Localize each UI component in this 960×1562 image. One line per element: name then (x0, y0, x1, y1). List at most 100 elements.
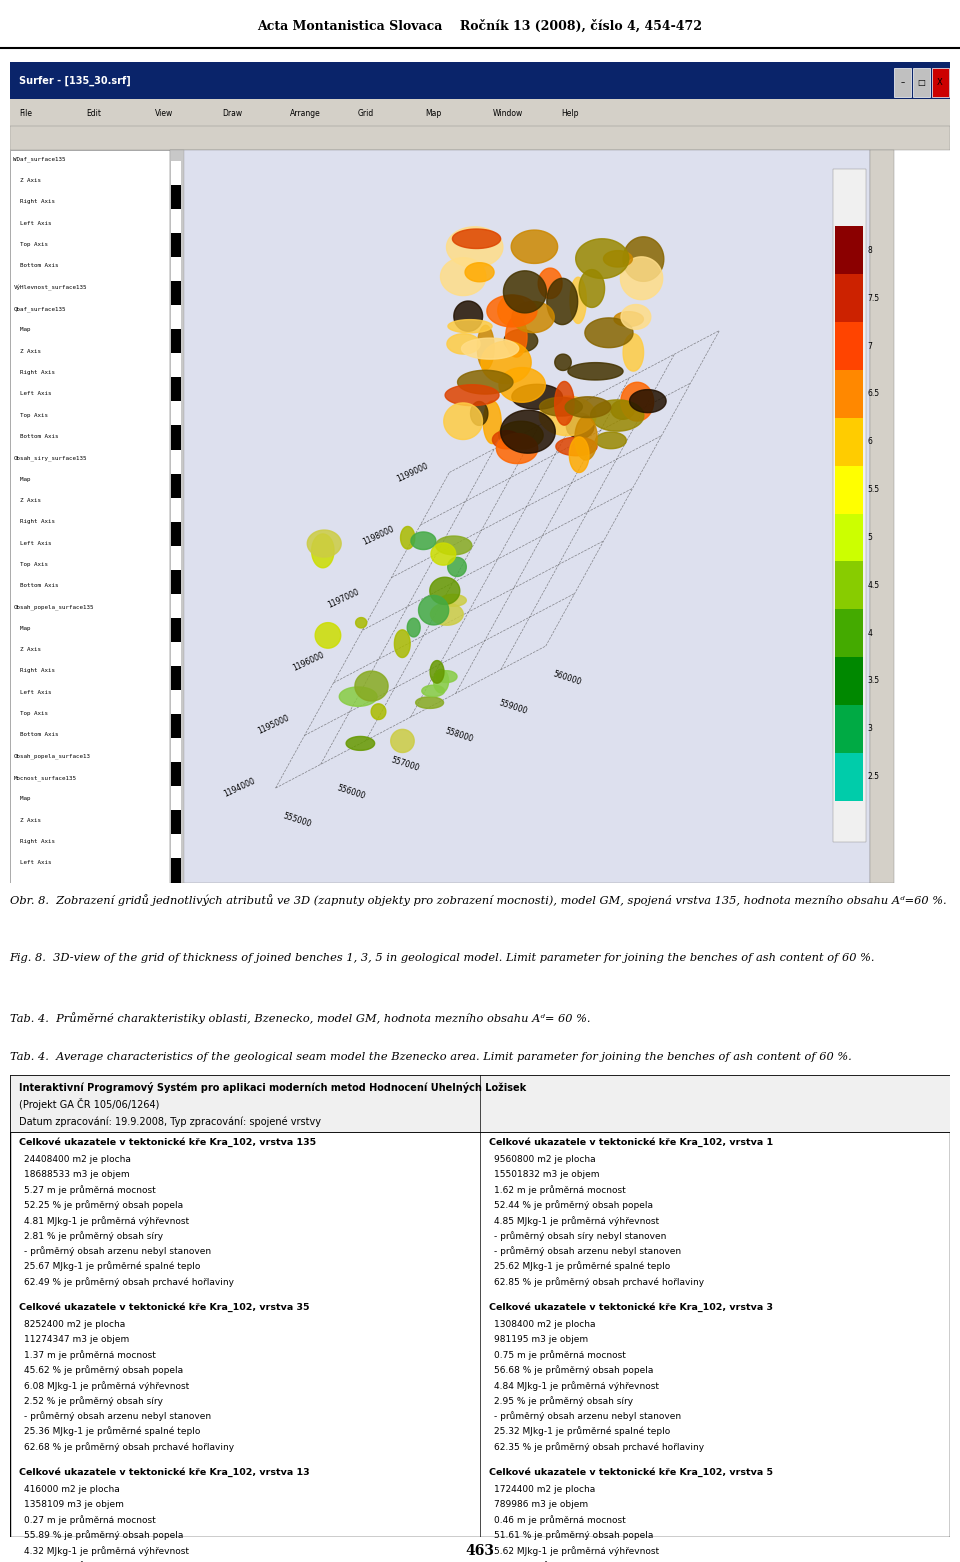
Polygon shape (568, 362, 623, 380)
Polygon shape (623, 334, 643, 372)
Bar (834, 753, 863, 800)
Polygon shape (511, 230, 558, 264)
Text: 25.67 MJkg-1 je průměrné spalné teplo: 25.67 MJkg-1 je průměrné spalné teplo (24, 1262, 200, 1271)
Text: Left Axis: Left Axis (13, 392, 52, 397)
Text: WDaf_surface135: WDaf_surface135 (13, 156, 66, 162)
Bar (172, 401, 180, 425)
Text: 1199000: 1199000 (396, 461, 430, 484)
Polygon shape (620, 256, 662, 300)
Polygon shape (539, 269, 563, 298)
Polygon shape (372, 704, 386, 720)
Bar (834, 419, 863, 465)
Text: Obsah_popela_surface13: Obsah_popela_surface13 (13, 754, 90, 759)
Text: 0.46 m je průměrná mocnost: 0.46 m je průměrná mocnost (494, 1515, 626, 1525)
Text: 416000 m2 je plocha: 416000 m2 je plocha (24, 1485, 119, 1493)
Text: –: – (900, 78, 904, 86)
Text: 560000: 560000 (552, 670, 583, 687)
Polygon shape (512, 301, 554, 333)
Text: 1194000: 1194000 (222, 776, 256, 800)
Polygon shape (430, 661, 444, 683)
Polygon shape (556, 437, 597, 456)
Text: 55.89 % je průměrný obsah popela: 55.89 % je průměrný obsah popela (24, 1531, 183, 1540)
Text: 2.95 % je průměrný obsah síry: 2.95 % je průměrný obsah síry (494, 1396, 634, 1406)
Polygon shape (547, 278, 578, 325)
Bar (834, 465, 863, 514)
Polygon shape (458, 370, 513, 394)
Bar (834, 322, 863, 370)
Text: 51.61 % je průměrný obsah popela: 51.61 % je průměrný obsah popela (494, 1531, 654, 1540)
Text: 555000: 555000 (282, 812, 313, 829)
Text: Grid: Grid (358, 109, 374, 117)
Bar (10, 1075, 950, 1132)
Bar (172, 690, 180, 714)
Text: 1195000: 1195000 (256, 714, 291, 736)
Text: 6: 6 (868, 437, 873, 447)
Bar (10, 127, 950, 150)
Text: Obsah_siry_surface135: Obsah_siry_surface135 (13, 455, 86, 461)
Polygon shape (444, 403, 483, 439)
Text: Z Axis: Z Axis (13, 647, 41, 653)
Text: Celkové ukazatele v tektonické kře Kra_102, vrstva 5: Celkové ukazatele v tektonické kře Kra_1… (490, 1467, 774, 1476)
Polygon shape (355, 617, 367, 628)
Text: Bottom Axis: Bottom Axis (13, 733, 59, 737)
Text: Map: Map (425, 109, 442, 117)
Text: X: X (937, 78, 943, 86)
Text: 7: 7 (868, 342, 873, 350)
Polygon shape (430, 578, 460, 604)
Text: 45.62 % je průměrný obsah popela: 45.62 % je průměrný obsah popela (24, 1365, 182, 1376)
Polygon shape (604, 250, 633, 267)
Bar (172, 714, 180, 739)
Polygon shape (312, 534, 334, 569)
Text: Top Axis: Top Axis (13, 562, 48, 567)
Bar (172, 594, 180, 619)
Bar (172, 859, 180, 883)
Polygon shape (506, 317, 527, 358)
Text: Left Axis: Left Axis (13, 220, 52, 226)
Polygon shape (621, 383, 654, 422)
Text: Right Axis: Right Axis (13, 669, 56, 673)
Polygon shape (503, 270, 546, 312)
Text: 981195 m3 je objem: 981195 m3 je objem (494, 1336, 588, 1343)
Text: Celkové ukazatele v tektonické kře Kra_102, vrstva 1: Celkové ukazatele v tektonické kře Kra_1… (490, 1137, 774, 1147)
Text: Right Axis: Right Axis (13, 200, 56, 205)
Text: Map: Map (13, 476, 31, 481)
Polygon shape (470, 401, 488, 425)
Polygon shape (492, 431, 520, 448)
Text: 7.5: 7.5 (868, 294, 879, 303)
Text: 18688533 m3 je objem: 18688533 m3 je objem (24, 1170, 130, 1179)
Text: 56.68 % je průměrný obsah popela: 56.68 % je průměrný obsah popela (494, 1365, 654, 1376)
Text: Map: Map (13, 797, 31, 801)
Polygon shape (407, 619, 420, 637)
Polygon shape (496, 434, 538, 464)
Text: 556000: 556000 (336, 783, 367, 801)
Text: 1724400 m2 je plocha: 1724400 m2 je plocha (494, 1485, 595, 1493)
Text: Top Axis: Top Axis (13, 242, 48, 247)
Polygon shape (481, 341, 531, 384)
Text: Surfer - [135_30.srf]: Surfer - [135_30.srf] (19, 75, 131, 86)
Text: 11274347 m3 je objem: 11274347 m3 je objem (24, 1336, 129, 1343)
Text: Z Axis: Z Axis (13, 348, 41, 353)
Polygon shape (448, 320, 492, 333)
Text: Top Axis: Top Axis (13, 412, 48, 417)
Text: VýHlevnost_surface135: VýHlevnost_surface135 (13, 284, 86, 291)
Text: 1.37 m je průměrná mocnost: 1.37 m je průměrná mocnost (24, 1350, 156, 1361)
Text: Left Axis: Left Axis (13, 540, 52, 545)
Text: 1196000: 1196000 (291, 651, 325, 673)
Polygon shape (441, 258, 486, 295)
Bar (834, 370, 863, 419)
Text: 558000: 558000 (444, 726, 474, 744)
Text: Help: Help (561, 109, 579, 117)
Bar (172, 665, 180, 690)
Bar (913, 69, 929, 97)
Bar (172, 209, 180, 233)
Polygon shape (477, 325, 494, 370)
Text: Tab. 4.  Average characteristics of the geological seam model the Bzenecko area.: Tab. 4. Average characteristics of the g… (10, 1053, 852, 1062)
Text: 6.5: 6.5 (868, 389, 879, 398)
Bar (172, 545, 180, 570)
Polygon shape (623, 237, 663, 281)
Text: 1.62 m je průměrná mocnost: 1.62 m je průměrná mocnost (494, 1186, 626, 1195)
Text: 1197000: 1197000 (326, 587, 361, 609)
Bar (832, 169, 866, 842)
Polygon shape (430, 603, 464, 625)
Text: Right Axis: Right Axis (13, 370, 56, 375)
